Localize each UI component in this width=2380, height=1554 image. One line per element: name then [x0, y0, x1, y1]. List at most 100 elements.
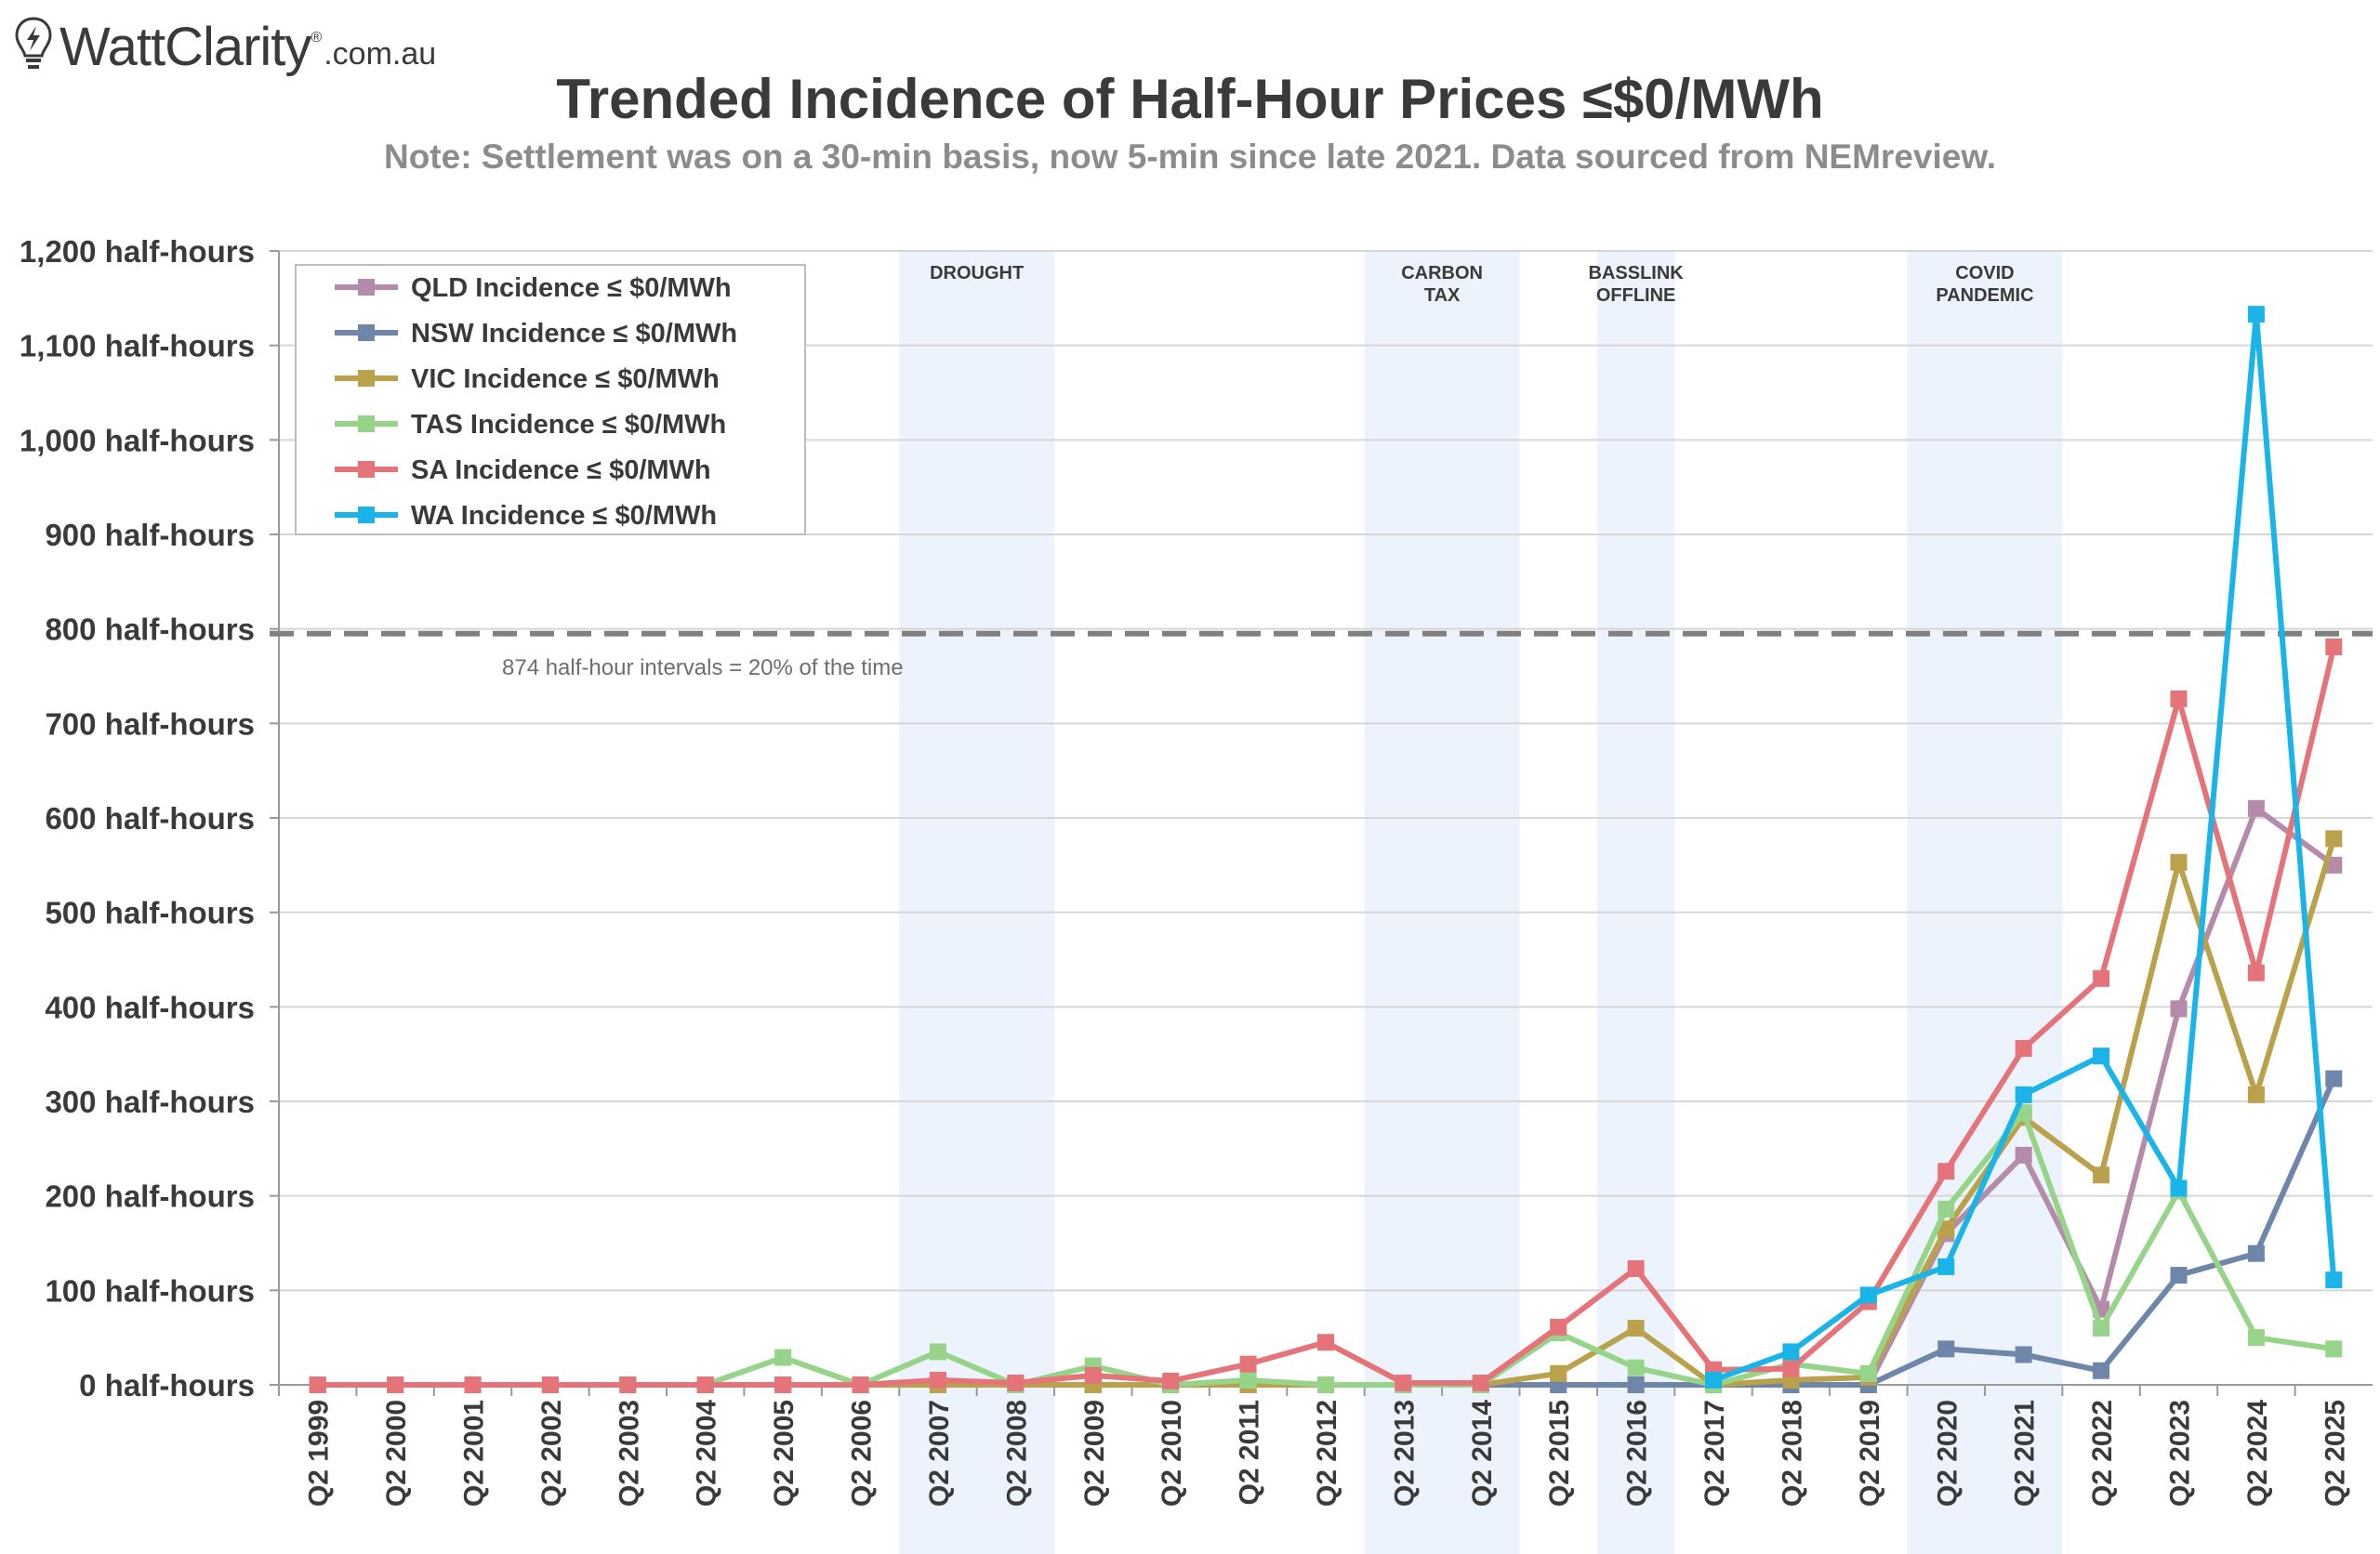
chart-subtitle: Note: Settlement was on a 30-min basis, … — [383, 138, 1997, 176]
bulb-icon — [15, 17, 52, 69]
event-band — [1907, 251, 2063, 1554]
y-tick-label: 700 half-hours — [45, 706, 255, 741]
data-point — [1239, 1355, 1257, 1373]
data-point — [1084, 1366, 1102, 1384]
x-tick-label: Q2 2015 — [1544, 1400, 1575, 1507]
y-tick-label: 600 half-hours — [45, 801, 255, 836]
data-point — [2170, 1000, 2188, 1018]
event-band-label: BASSLINK — [1589, 263, 1685, 283]
event-band — [899, 251, 1055, 1554]
x-tick-label: Q2 2023 — [2164, 1400, 2195, 1507]
data-point — [774, 1349, 792, 1366]
series-4 — [309, 638, 2343, 1393]
wattclarity-logo: WattClarity ® .com.au — [13, 9, 436, 74]
legend-box — [295, 264, 806, 535]
event-band — [1364, 251, 1520, 1554]
data-point — [1937, 1340, 1955, 1358]
data-point — [2247, 964, 2265, 981]
data-point — [1859, 1286, 1877, 1304]
legend-swatch-marker — [358, 507, 375, 523]
x-tick-label: Q2 2005 — [769, 1400, 800, 1507]
legend-swatch-marker — [358, 279, 375, 296]
data-point — [1937, 1258, 1955, 1275]
y-tick-label: 0 half-hours — [79, 1368, 255, 1403]
x-tick-label: Q2 2013 — [1389, 1400, 1420, 1507]
data-point — [2325, 1070, 2343, 1087]
data-point — [2170, 853, 2188, 871]
data-point — [1627, 1376, 1645, 1393]
legend-entry: NSW Incidence ≤ $0/MWh — [411, 319, 737, 349]
data-point — [1472, 1374, 1489, 1391]
data-point — [2093, 1362, 2110, 1379]
data-point — [2325, 1271, 2343, 1289]
event-band-label: COVID — [1955, 263, 2014, 283]
data-point — [619, 1376, 637, 1393]
data-point — [2247, 1086, 2265, 1103]
x-tick-label: Q2 2016 — [1622, 1400, 1653, 1507]
data-point — [1627, 1359, 1645, 1376]
event-band-label: TAX — [1424, 285, 1461, 306]
data-point — [2093, 1166, 2110, 1184]
data-point — [2170, 1179, 2188, 1197]
y-tick-label: 200 half-hours — [45, 1179, 255, 1214]
logo-word: WattClarity — [60, 17, 311, 77]
event-band-label: OFFLINE — [1596, 285, 1676, 306]
data-point — [929, 1343, 946, 1361]
y-tick-label: 900 half-hours — [45, 518, 255, 552]
data-point — [929, 1371, 946, 1389]
data-point — [1162, 1372, 1180, 1389]
data-point — [309, 1376, 326, 1393]
data-point — [1627, 1320, 1645, 1337]
y-tick-label: 1,000 half-hours — [20, 423, 255, 457]
legend-entry: TAS Incidence ≤ $0/MWh — [411, 410, 726, 440]
data-point — [541, 1376, 559, 1393]
y-tick-label: 1,200 half-hours — [20, 234, 255, 269]
x-tick-label: Q2 2002 — [536, 1400, 567, 1507]
x-tick-label: Q2 2010 — [1157, 1400, 1187, 1507]
data-point — [1395, 1374, 1412, 1391]
y-tick-label: 1,100 half-hours — [20, 329, 255, 363]
x-tick-label: Q2 2000 — [381, 1400, 412, 1507]
legend-swatch-marker — [358, 324, 375, 341]
data-point — [1239, 1371, 1257, 1389]
data-point — [1782, 1360, 1800, 1377]
data-point — [1317, 1376, 1334, 1393]
data-point — [1937, 1200, 1955, 1218]
data-point — [1007, 1374, 1025, 1391]
series-5 — [1705, 306, 2343, 1389]
y-tick-label: 400 half-hours — [45, 990, 255, 1024]
data-point — [2247, 799, 2265, 817]
x-tick-label: Q2 2022 — [2087, 1400, 2118, 1507]
data-point — [2170, 1267, 2188, 1284]
legend-entry: SA Incidence ≤ $0/MWh — [411, 455, 711, 485]
x-tick-label: Q2 2020 — [1932, 1400, 1963, 1507]
x-tick-label: Q2 2018 — [1777, 1400, 1807, 1507]
data-point — [2015, 1346, 2032, 1363]
x-tick-label: Q2 2021 — [2010, 1400, 2041, 1507]
data-point — [2093, 1047, 2110, 1065]
data-point — [2015, 1146, 2032, 1164]
event-band-label: DROUGHT — [930, 263, 1024, 283]
x-tick-label: Q2 2025 — [2320, 1400, 2350, 1507]
x-tick-label: Q2 2024 — [2242, 1400, 2273, 1507]
data-point — [1317, 1334, 1334, 1351]
x-tick-label: Q2 2001 — [459, 1400, 490, 1507]
x-tick-label: Q2 2003 — [614, 1400, 644, 1507]
legend-entry: VIC Incidence ≤ $0/MWh — [411, 364, 720, 394]
legend-swatch-marker — [358, 415, 375, 432]
event-band — [1596, 251, 1675, 1554]
reference-line-label: 874 half-hour intervals = 20% of the tim… — [502, 655, 904, 680]
data-point — [1627, 1259, 1645, 1277]
data-point — [1782, 1343, 1800, 1361]
data-point — [1859, 1364, 1877, 1382]
x-tick-label: Q2 2004 — [692, 1400, 722, 1507]
legend-entry: WA Incidence ≤ $0/MWh — [411, 501, 717, 531]
x-tick-label: Q2 2012 — [1312, 1400, 1342, 1507]
x-tick-label: Q2 2009 — [1079, 1400, 1110, 1507]
data-point — [2015, 1086, 2032, 1103]
x-tick-label: Q2 2007 — [924, 1400, 955, 1507]
y-tick-label: 800 half-hours — [45, 612, 255, 647]
data-point — [2325, 830, 2343, 848]
event-band-label: CARBON — [1401, 263, 1483, 283]
